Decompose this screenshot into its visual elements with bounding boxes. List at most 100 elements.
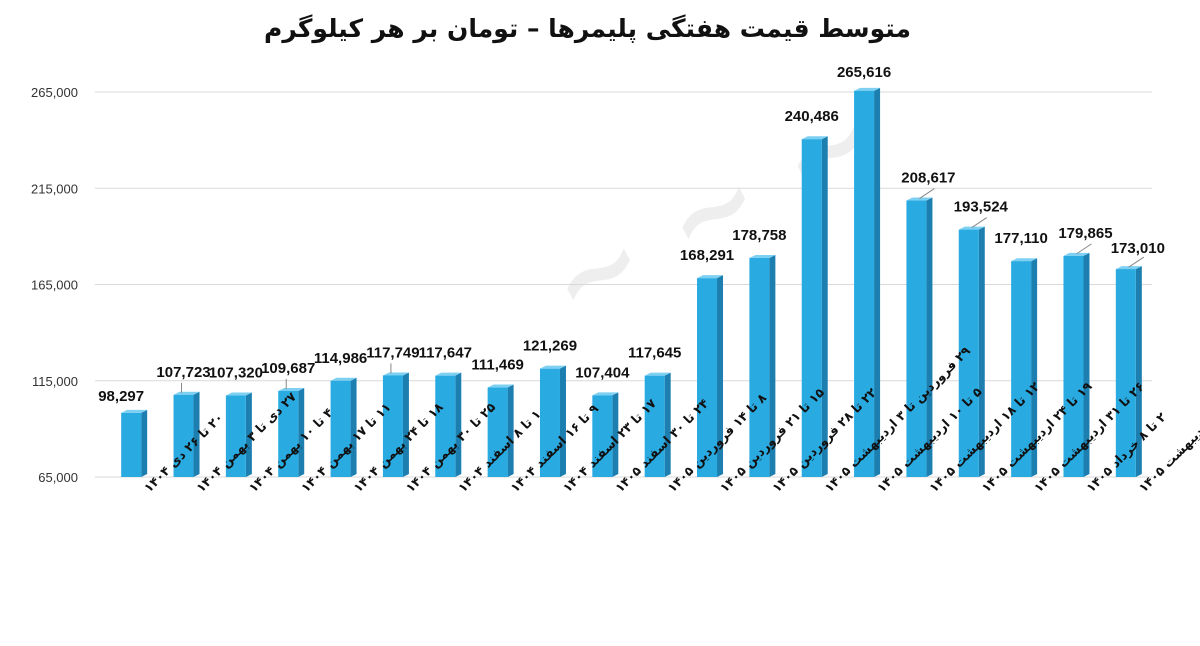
bar-side [402, 372, 409, 477]
bar [801, 136, 828, 477]
data-label: 98,297 [98, 388, 144, 405]
bar-side [874, 87, 881, 477]
bar-top [382, 372, 409, 376]
bar-face [644, 375, 665, 477]
bar-face [749, 258, 770, 477]
bar [1115, 266, 1142, 477]
bar [173, 391, 200, 477]
bar-side [298, 387, 305, 477]
bar-side [664, 372, 671, 477]
bar-face [173, 394, 194, 477]
y-tick-label: 265,000 [31, 85, 78, 100]
bar [539, 365, 566, 477]
bar-face [382, 375, 403, 477]
bar-side [193, 391, 200, 477]
bar [958, 226, 985, 477]
bar [435, 372, 462, 477]
bar-face [435, 375, 456, 477]
bar-face [1063, 255, 1084, 477]
data-label: 265,616 [837, 64, 891, 81]
data-label: 173,010 [1111, 240, 1165, 257]
y-tick-label: 165,000 [31, 278, 78, 293]
bar-face [330, 380, 351, 477]
data-label: 179,865 [1058, 225, 1112, 242]
bar [644, 372, 671, 477]
bar [278, 387, 305, 477]
data-label: 117,749 [366, 344, 419, 361]
bar [697, 275, 724, 477]
y-tick-label: 215,000 [31, 181, 78, 196]
bar-side [245, 392, 252, 477]
bar-side [559, 365, 566, 477]
bar-side [769, 255, 776, 477]
chart-title: متوسط قیمت هفتگی پلیمرها – تومان بر هر ک… [264, 14, 911, 43]
bar-top [487, 384, 514, 388]
bar-top [644, 372, 671, 376]
bar-top [1063, 252, 1090, 256]
bar-face [278, 390, 299, 477]
bar-side [1031, 258, 1038, 477]
data-label: 107,404 [575, 364, 630, 381]
bar-face [801, 139, 822, 477]
bar-top [121, 409, 148, 413]
bar-top [1115, 266, 1142, 270]
leader-line [1128, 256, 1145, 268]
data-label: 111,469 [471, 357, 524, 374]
bar-face [225, 395, 246, 477]
leader-line [1076, 243, 1092, 255]
bar-top [1011, 258, 1038, 262]
y-tick-label: 115,000 [32, 374, 78, 389]
bar [1063, 252, 1090, 477]
data-label: 117,647 [419, 345, 472, 362]
leader-line [971, 217, 988, 229]
data-label: 107,320 [209, 365, 263, 382]
bar-top [958, 226, 985, 230]
bar-top [173, 391, 200, 395]
bar-side [821, 136, 828, 477]
bar-side [1083, 252, 1090, 477]
data-label: 177,110 [994, 230, 1047, 247]
bar-face [958, 229, 979, 477]
bar-side [350, 377, 357, 477]
bar-side [612, 392, 619, 477]
bar-top [278, 387, 305, 391]
bar-face [906, 200, 927, 477]
bar-side [978, 226, 985, 477]
data-label: 109,687 [261, 360, 315, 377]
bar-side [717, 275, 724, 477]
bar-face [697, 278, 718, 477]
bar-face [487, 387, 508, 477]
data-label: 208,617 [901, 170, 955, 187]
data-label: 121,269 [523, 338, 577, 355]
bar-top [539, 365, 566, 369]
bar-side [141, 409, 148, 477]
bar-side [926, 197, 933, 477]
bar-top [906, 197, 933, 201]
bar [382, 372, 409, 477]
bar-face [539, 368, 560, 477]
data-label: 168,291 [680, 247, 734, 264]
data-label: 117,645 [628, 345, 681, 362]
bar [121, 409, 148, 477]
data-label: 193,524 [954, 199, 1009, 216]
data-label: 240,486 [785, 108, 839, 125]
bar-side [1135, 266, 1142, 477]
bar-top [697, 275, 724, 279]
bar [854, 87, 881, 477]
bar [487, 384, 514, 477]
data-label: 107,723 [156, 364, 210, 381]
leader-line [919, 188, 935, 199]
bar-top [592, 392, 619, 396]
bar-top [749, 255, 776, 259]
bar-top [435, 372, 462, 376]
bar [330, 377, 357, 477]
y-tick-label: 65,000 [38, 470, 78, 485]
bar-top [225, 392, 252, 396]
bar-top [854, 87, 881, 91]
data-label: 178,758 [732, 227, 786, 244]
bar [592, 392, 619, 477]
bar-side [507, 384, 514, 477]
bar-top [801, 136, 828, 140]
bar [906, 197, 933, 477]
